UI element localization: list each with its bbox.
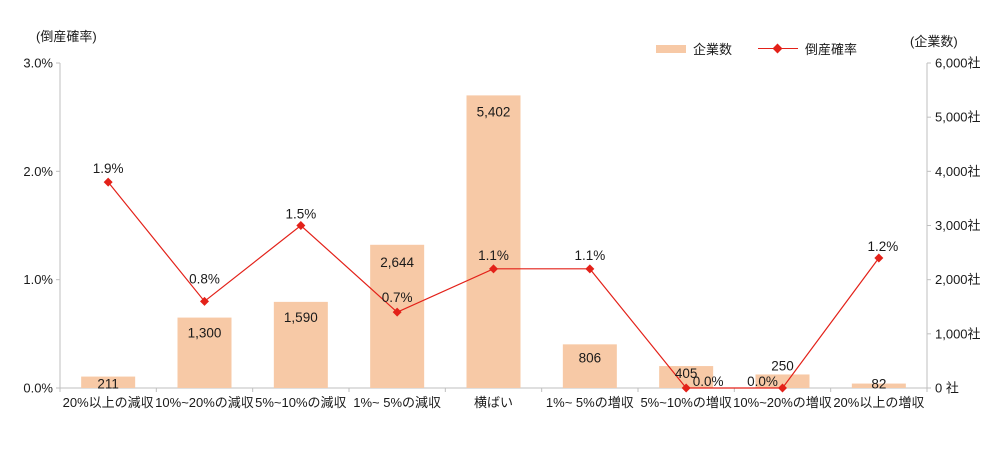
right-axis-tick-label: 4,000社: [935, 164, 981, 179]
legend-item-bar-series: 企業数: [656, 39, 732, 58]
legend-label-line: 倒産確率: [805, 42, 858, 57]
bar-swatch-icon: [656, 44, 686, 53]
bar: [466, 95, 521, 389]
category-label: 5%~10%の増収: [640, 395, 731, 410]
right-axis-tick-label: 1,000社: [935, 326, 981, 341]
bar: [273, 301, 328, 388]
category-label: 10%~20%の増収: [733, 395, 832, 410]
right-axis-tick-label: 5,000社: [935, 110, 981, 125]
bar: [755, 374, 810, 388]
category-label: 5%~10%の減収: [255, 395, 346, 410]
rate-value-label: 1.2%: [867, 239, 898, 254]
bar-value-label: 82: [871, 377, 886, 392]
line-marker-diamond-icon: [392, 307, 402, 317]
line-swatch-icon: [758, 43, 799, 54]
bar-value-label: 2,644: [380, 255, 414, 270]
bar: [177, 317, 232, 388]
right-axis-tick-label: 2,000社: [935, 272, 981, 287]
rate-value-label: 1.1%: [574, 248, 605, 263]
line-marker-diamond-icon: [681, 383, 691, 393]
category-label: 20%以上の増収: [833, 395, 924, 410]
line-marker-diamond-icon: [296, 221, 306, 230]
left-axis-tick-label: 2.0%: [23, 164, 53, 179]
category-label: 1%~ 5%の減収: [353, 395, 441, 410]
right-axis-title: (企業数): [910, 34, 958, 49]
left-axis-tick-label: 1.0%: [23, 272, 53, 287]
legend-diamond-marker-icon: [772, 43, 783, 53]
category-label: 10%~20%の減収: [155, 395, 254, 410]
bar: [851, 383, 906, 388]
left-axis-title: (倒産確率): [36, 29, 97, 44]
bar-value-label: 250: [771, 358, 794, 373]
category-label: 1%~ 5%の増収: [546, 395, 634, 410]
rate-value-label: 0.0%: [747, 374, 778, 389]
category-label: 横ばい: [474, 395, 513, 410]
line-marker-diamond-icon: [103, 177, 113, 187]
bar-value-label: 405: [675, 366, 698, 381]
rate-value-label: 1.9%: [93, 161, 124, 176]
rate-value-label: 0.0%: [693, 374, 724, 389]
right-axis-tick-label: 6,000社: [935, 56, 981, 71]
legend-item-line-series: 倒産確率: [758, 39, 857, 58]
rate-value-label: 0.7%: [382, 290, 413, 305]
left-axis-tick-label: 0.0%: [23, 381, 53, 396]
bar-value-label: 1,300: [188, 326, 222, 341]
bar-value-label: 1,590: [284, 310, 318, 325]
rate-value-label: 0.8%: [189, 271, 220, 286]
rate-value-label: 1.5%: [285, 207, 316, 222]
legend: 企業数 倒産確率: [656, 39, 857, 58]
line-marker-diamond-icon: [200, 296, 209, 306]
line-marker-diamond-icon: [778, 383, 787, 393]
bar-value-label: 5,402: [477, 104, 511, 119]
bar-value-label: 806: [579, 350, 602, 365]
line-marker-diamond-icon: [585, 264, 595, 274]
bar: [562, 344, 617, 388]
left-axis-tick-label: 3.0%: [23, 56, 53, 71]
line-marker-diamond-icon: [489, 264, 498, 274]
legend-label-bar: 企業数: [693, 42, 733, 57]
right-axis-tick-label: 0 社: [935, 381, 959, 396]
category-label: 20%以上の減収: [63, 395, 154, 410]
line-marker-diamond-icon: [874, 253, 884, 263]
rate-value-label: 1.1%: [478, 248, 509, 263]
right-axis-tick-label: 3,000社: [935, 218, 981, 233]
bar-value-label: 211: [97, 377, 119, 392]
bar: [81, 376, 136, 388]
